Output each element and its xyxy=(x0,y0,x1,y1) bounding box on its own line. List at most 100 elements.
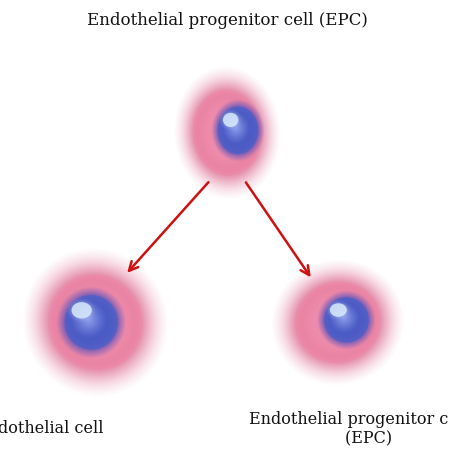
Ellipse shape xyxy=(59,289,124,356)
Ellipse shape xyxy=(188,83,267,182)
Ellipse shape xyxy=(297,283,379,362)
Ellipse shape xyxy=(296,283,380,362)
Ellipse shape xyxy=(331,305,361,335)
Ellipse shape xyxy=(232,123,240,133)
Ellipse shape xyxy=(87,318,91,321)
Text: Endothelial progenitor c
        (EPC): Endothelial progenitor c (EPC) xyxy=(248,410,448,447)
Ellipse shape xyxy=(179,73,275,193)
Ellipse shape xyxy=(299,285,377,359)
Ellipse shape xyxy=(193,90,262,175)
Ellipse shape xyxy=(310,296,366,349)
Ellipse shape xyxy=(199,97,255,168)
Ellipse shape xyxy=(206,106,249,160)
Ellipse shape xyxy=(298,284,378,360)
Ellipse shape xyxy=(321,294,372,346)
Ellipse shape xyxy=(196,94,258,172)
Ellipse shape xyxy=(223,113,253,148)
Ellipse shape xyxy=(49,275,142,370)
Ellipse shape xyxy=(320,293,373,346)
Ellipse shape xyxy=(72,302,111,343)
Ellipse shape xyxy=(65,296,118,349)
Ellipse shape xyxy=(217,105,259,155)
Ellipse shape xyxy=(294,281,381,364)
Ellipse shape xyxy=(75,305,102,334)
Ellipse shape xyxy=(184,79,271,187)
Ellipse shape xyxy=(343,316,346,319)
Ellipse shape xyxy=(183,77,272,188)
Ellipse shape xyxy=(304,290,372,355)
Ellipse shape xyxy=(309,294,367,350)
Ellipse shape xyxy=(332,306,360,334)
Ellipse shape xyxy=(215,103,261,157)
Ellipse shape xyxy=(324,298,368,342)
Ellipse shape xyxy=(222,112,254,149)
Ellipse shape xyxy=(64,295,118,350)
Ellipse shape xyxy=(302,289,373,356)
Ellipse shape xyxy=(78,309,99,330)
Ellipse shape xyxy=(300,286,375,358)
Ellipse shape xyxy=(319,292,374,347)
Ellipse shape xyxy=(329,302,364,337)
Ellipse shape xyxy=(221,111,240,129)
Ellipse shape xyxy=(54,280,137,365)
Ellipse shape xyxy=(324,297,369,343)
Ellipse shape xyxy=(306,292,370,353)
Ellipse shape xyxy=(49,275,142,369)
Ellipse shape xyxy=(289,275,387,369)
Ellipse shape xyxy=(55,281,137,364)
Ellipse shape xyxy=(228,119,244,137)
Ellipse shape xyxy=(51,277,140,367)
Ellipse shape xyxy=(292,278,384,366)
Ellipse shape xyxy=(325,299,367,341)
Ellipse shape xyxy=(57,287,126,358)
Ellipse shape xyxy=(231,122,241,134)
Ellipse shape xyxy=(61,291,121,354)
Ellipse shape xyxy=(62,288,129,356)
Ellipse shape xyxy=(68,299,114,346)
Ellipse shape xyxy=(193,90,262,175)
Ellipse shape xyxy=(185,80,269,185)
Ellipse shape xyxy=(35,260,156,384)
Ellipse shape xyxy=(60,290,123,355)
Ellipse shape xyxy=(199,97,256,169)
Ellipse shape xyxy=(196,94,258,172)
Ellipse shape xyxy=(278,265,398,379)
Ellipse shape xyxy=(285,273,390,372)
Ellipse shape xyxy=(55,282,136,363)
Ellipse shape xyxy=(324,298,369,342)
Ellipse shape xyxy=(328,301,365,338)
Ellipse shape xyxy=(82,312,95,327)
Ellipse shape xyxy=(329,303,359,332)
Ellipse shape xyxy=(59,285,132,359)
Ellipse shape xyxy=(213,101,263,159)
Ellipse shape xyxy=(181,74,274,191)
Ellipse shape xyxy=(200,98,255,167)
Ellipse shape xyxy=(58,288,125,356)
Ellipse shape xyxy=(218,107,258,154)
Ellipse shape xyxy=(40,265,151,379)
Ellipse shape xyxy=(53,279,138,366)
Text: dothelial cell: dothelial cell xyxy=(0,420,103,438)
Ellipse shape xyxy=(334,308,354,328)
Ellipse shape xyxy=(281,268,395,376)
Ellipse shape xyxy=(340,313,348,322)
Ellipse shape xyxy=(192,89,262,176)
Ellipse shape xyxy=(31,257,160,388)
Ellipse shape xyxy=(33,259,158,386)
Ellipse shape xyxy=(190,86,264,179)
Text: Endothelial progenitor cell (EPC): Endothelial progenitor cell (EPC) xyxy=(87,12,368,29)
Ellipse shape xyxy=(191,88,264,178)
Ellipse shape xyxy=(219,108,257,153)
Ellipse shape xyxy=(64,291,127,354)
Ellipse shape xyxy=(212,100,264,161)
Ellipse shape xyxy=(299,285,377,359)
Ellipse shape xyxy=(62,292,120,352)
Ellipse shape xyxy=(290,277,386,368)
Ellipse shape xyxy=(58,284,133,361)
Ellipse shape xyxy=(58,284,133,361)
Ellipse shape xyxy=(52,277,139,367)
Ellipse shape xyxy=(49,275,142,370)
Ellipse shape xyxy=(48,274,143,371)
Ellipse shape xyxy=(46,272,145,373)
Ellipse shape xyxy=(220,110,255,151)
